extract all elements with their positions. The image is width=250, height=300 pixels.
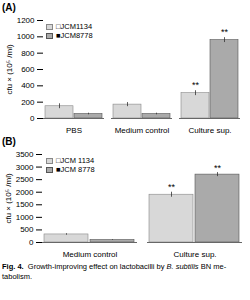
html-text:Fig. 4. Growth-improving effec: Fig. 4. Growth-improving effect on lacto… — [2, 262, 227, 271]
html-text:■JCM8778: ■JCM8778 — [56, 31, 93, 40]
svg-text:0: 0 — [30, 114, 35, 123]
svg-text:**: ** — [214, 163, 222, 173]
svg-text:Medium control: Medium control — [115, 126, 170, 135]
svg-text:cfu × (10⁵ /ml): cfu × (10⁵ /ml) — [4, 173, 13, 224]
svg-text:1200: 1200 — [17, 16, 35, 25]
svg-text:200: 200 — [21, 98, 35, 107]
svg-text:PBS: PBS — [66, 126, 82, 135]
svg-text:**: ** — [168, 182, 176, 192]
svg-text:600: 600 — [21, 65, 35, 74]
svg-text:3500: 3500 — [16, 150, 34, 159]
html-text:■JCM 8778: ■JCM 8778 — [56, 165, 95, 174]
svg-text:**: ** — [192, 80, 200, 90]
svg-text:cfu × (10⁵ /ml): cfu × (10⁵ /ml) — [5, 44, 14, 95]
svg-text:800: 800 — [21, 49, 35, 58]
html-text:(B): (B) — [2, 136, 16, 147]
svg-text:Medium control: Medium control — [63, 250, 118, 259]
svg-text:1000: 1000 — [16, 213, 34, 222]
svg-text:2000: 2000 — [16, 188, 34, 197]
html-text:□JCM1134: □JCM1134 — [56, 22, 93, 31]
svg-text:500: 500 — [20, 225, 34, 234]
svg-text:Culture sup.: Culture sup. — [173, 250, 216, 259]
svg-text:Culture sup.: Culture sup. — [188, 126, 231, 135]
svg-text:400: 400 — [21, 81, 35, 90]
svg-text:2500: 2500 — [16, 175, 34, 184]
html-text:tabolism.: tabolism. — [2, 271, 32, 281]
svg-text:1500: 1500 — [16, 200, 34, 209]
svg-text:3000: 3000 — [16, 163, 34, 172]
html-text:□JCM 1134: □JCM 1134 — [56, 156, 95, 165]
svg-text:**: ** — [221, 27, 229, 37]
svg-text:1000: 1000 — [17, 32, 35, 41]
svg-text:0: 0 — [29, 238, 34, 247]
html-text:(A): (A) — [2, 2, 16, 13]
